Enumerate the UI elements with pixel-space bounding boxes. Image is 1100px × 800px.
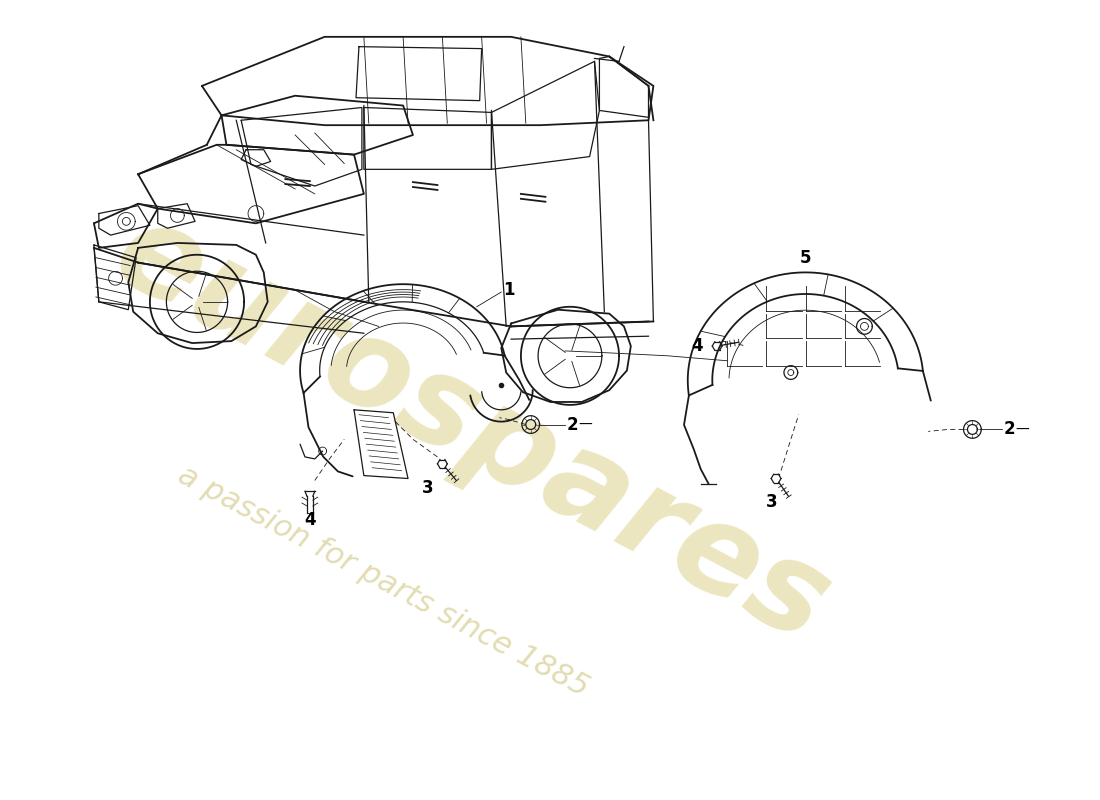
Text: 1: 1 bbox=[503, 281, 515, 299]
Text: 4: 4 bbox=[691, 337, 703, 355]
Text: a passion for parts since 1885: a passion for parts since 1885 bbox=[173, 461, 594, 702]
Text: 3: 3 bbox=[766, 493, 777, 511]
Text: 5: 5 bbox=[800, 249, 812, 266]
Text: eurospares: eurospares bbox=[95, 190, 849, 668]
Text: 4: 4 bbox=[304, 510, 316, 529]
Text: 2: 2 bbox=[1004, 421, 1015, 438]
Text: —: — bbox=[579, 418, 593, 431]
Text: 2: 2 bbox=[566, 415, 579, 434]
Text: 3: 3 bbox=[421, 479, 433, 498]
Text: —: — bbox=[1015, 422, 1030, 437]
